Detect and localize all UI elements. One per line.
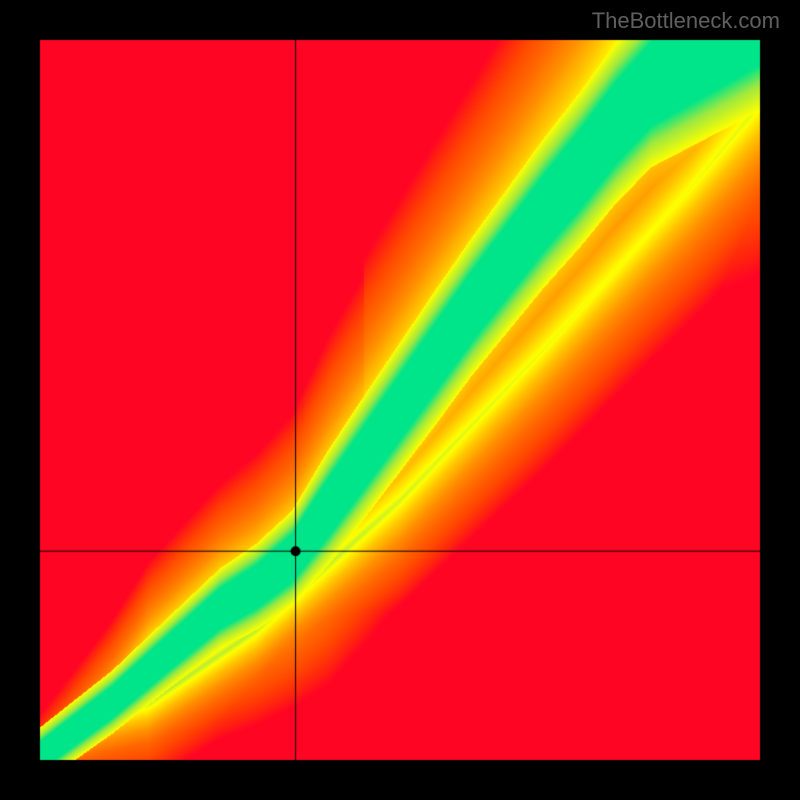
watermark-text: TheBottleneck.com xyxy=(592,8,780,34)
chart-container: TheBottleneck.com xyxy=(0,0,800,800)
heatmap-canvas xyxy=(0,0,800,800)
